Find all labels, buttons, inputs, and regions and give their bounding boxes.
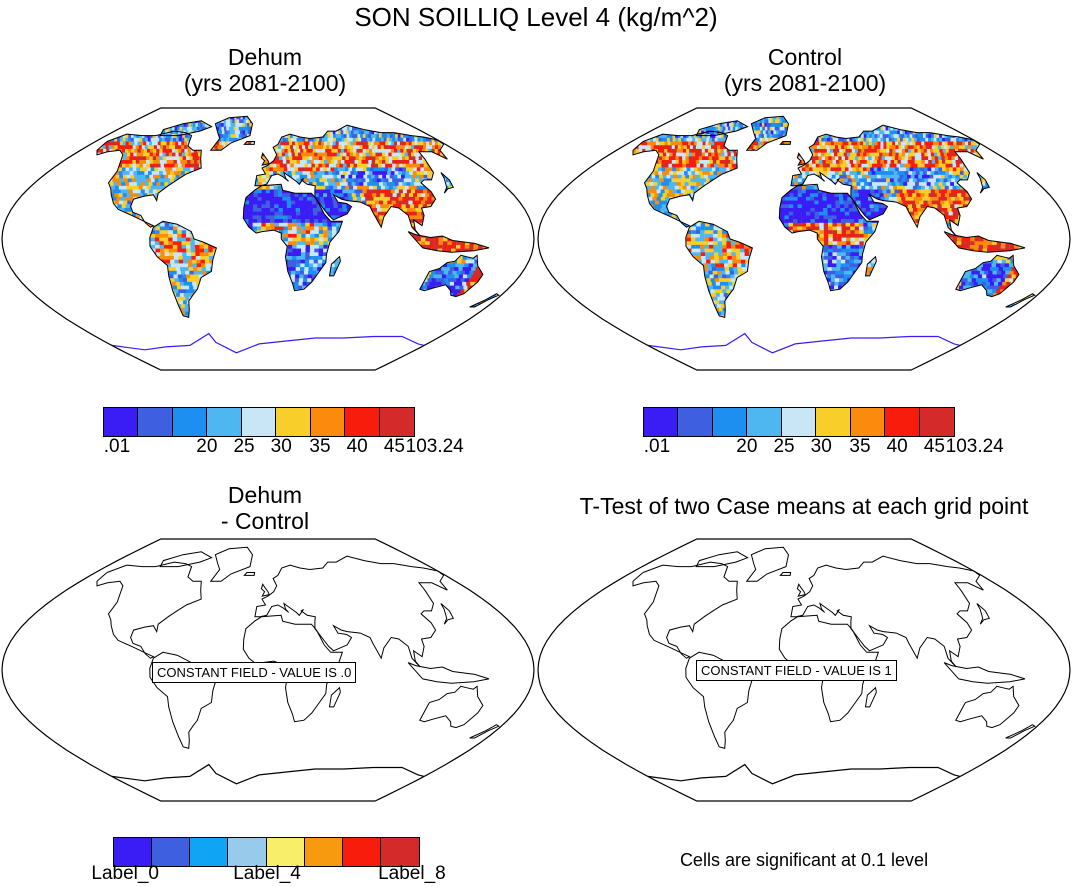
colorbar-swatch: [241, 408, 277, 436]
colorbar-swatch: [885, 408, 920, 436]
colorbar-tick-label: 45: [923, 436, 945, 457]
colorbar-tick-label: 40: [346, 436, 368, 457]
colorbar-swatch: [644, 408, 679, 436]
colorbar-tick-label: 25: [773, 436, 795, 457]
colorbar-tick-label: 30: [270, 436, 292, 457]
colorbar-dehum: [103, 407, 415, 437]
colorbar-swatch: [104, 408, 139, 436]
colorbar-ticks-dehum: .01 20 25 30 35 40 45 103.24: [103, 436, 464, 460]
colorbar-tick-label: Label_8: [378, 863, 446, 884]
colorbar-tick-label: .01: [643, 436, 671, 457]
coastlines: [632, 115, 1036, 354]
panel-title-dehum: Dehum (yrs 2081-2100): [140, 44, 390, 96]
colorbar-swatch: [228, 838, 267, 866]
map-dehum: [1, 107, 535, 371]
colorbar-tick-label: 20: [196, 436, 218, 457]
map-border: [537, 538, 1071, 802]
colorbar-swatch: [138, 408, 173, 436]
colorbar-swatch: [747, 408, 782, 436]
colorbar-swatch: [712, 408, 748, 436]
constant-field-label: CONSTANT FIELD - VALUE IS 1: [696, 660, 897, 681]
figure-title: SON SOILLIQ Level 4 (kg/m^2): [354, 2, 718, 32]
panel-title-line1: T-Test of two Case means at each grid po…: [579, 493, 1029, 519]
colorbar-tick-label: 103.24: [405, 436, 464, 457]
colorbar-swatch: [266, 838, 305, 866]
panel-title-ttest: T-Test of two Case means at each grid po…: [536, 493, 1072, 519]
colorbar-tick-label: Label_0: [91, 863, 159, 884]
map-control: [537, 107, 1071, 371]
coastlines: [632, 546, 1036, 785]
colorbar-swatch: [816, 408, 851, 436]
colorbar-swatch: [678, 408, 713, 436]
panel-title-line2: (yrs 2081-2100): [183, 70, 347, 96]
colorbar-tick-label: 25: [233, 436, 255, 457]
panel-title-line1: Control: [767, 44, 843, 70]
colorbar-swatch: [379, 408, 414, 436]
colorbar-ticks-control: .01 20 25 30 35 40 45 103.24: [643, 436, 1004, 460]
colorbar-swatch: [310, 408, 346, 436]
panel-title-control: Control (yrs 2081-2100): [680, 44, 930, 96]
colorbar-swatch: [380, 838, 419, 866]
colorbar-swatch: [172, 408, 208, 436]
colorbar-tick-label: .01: [103, 436, 131, 457]
map-border: [1, 107, 535, 371]
panel-title-line1: Dehum: [227, 482, 303, 508]
colorbar-swatch: [114, 838, 153, 866]
panel-title-diff: Dehum - Control: [140, 482, 390, 534]
colorbar-tick-label: 103.24: [945, 436, 1004, 457]
significance-note: Cells are significant at 0.1 level: [679, 850, 929, 870]
colorbar-tick-label: 30: [810, 436, 832, 457]
colorbar-swatch: [190, 838, 229, 866]
colorbar-ticks-difference: Label_0 Label_4 Label_8: [91, 863, 445, 887]
colorbar-tick-label: 35: [309, 436, 331, 457]
constant-field-label: CONSTANT FIELD - VALUE IS .0: [152, 662, 357, 683]
colorbar-tick-label: 35: [849, 436, 871, 457]
colorbar-swatch: [919, 408, 954, 436]
colorbar-swatch: [304, 838, 343, 866]
colorbar-swatch: [345, 408, 380, 436]
map-border: [1, 538, 535, 802]
colorbar-tick-label: Label_4: [233, 863, 301, 884]
coastlines: [96, 115, 500, 354]
colorbar-swatch: [781, 408, 817, 436]
panel-title-line2: - Control: [220, 508, 310, 534]
panel-title-line2: (yrs 2081-2100): [723, 70, 887, 96]
colorbar-tick-label: 40: [886, 436, 908, 457]
colorbar-swatch: [850, 408, 886, 436]
colorbar-control: [643, 407, 955, 437]
colorbar-tick-label: 20: [736, 436, 758, 457]
soil-moisture-field: [97, 116, 499, 330]
colorbar-swatch: [207, 408, 242, 436]
map-ttest: [537, 538, 1071, 802]
colorbar-swatch: [276, 408, 311, 436]
panel-title-line1: Dehum: [227, 44, 303, 70]
colorbar-tick-label: 45: [383, 436, 405, 457]
soil-moisture-field: [633, 116, 1035, 330]
colorbar-swatch: [342, 838, 381, 866]
map-border: [537, 107, 1071, 371]
colorbar-difference: [113, 837, 420, 867]
colorbar-swatch: [152, 838, 191, 866]
